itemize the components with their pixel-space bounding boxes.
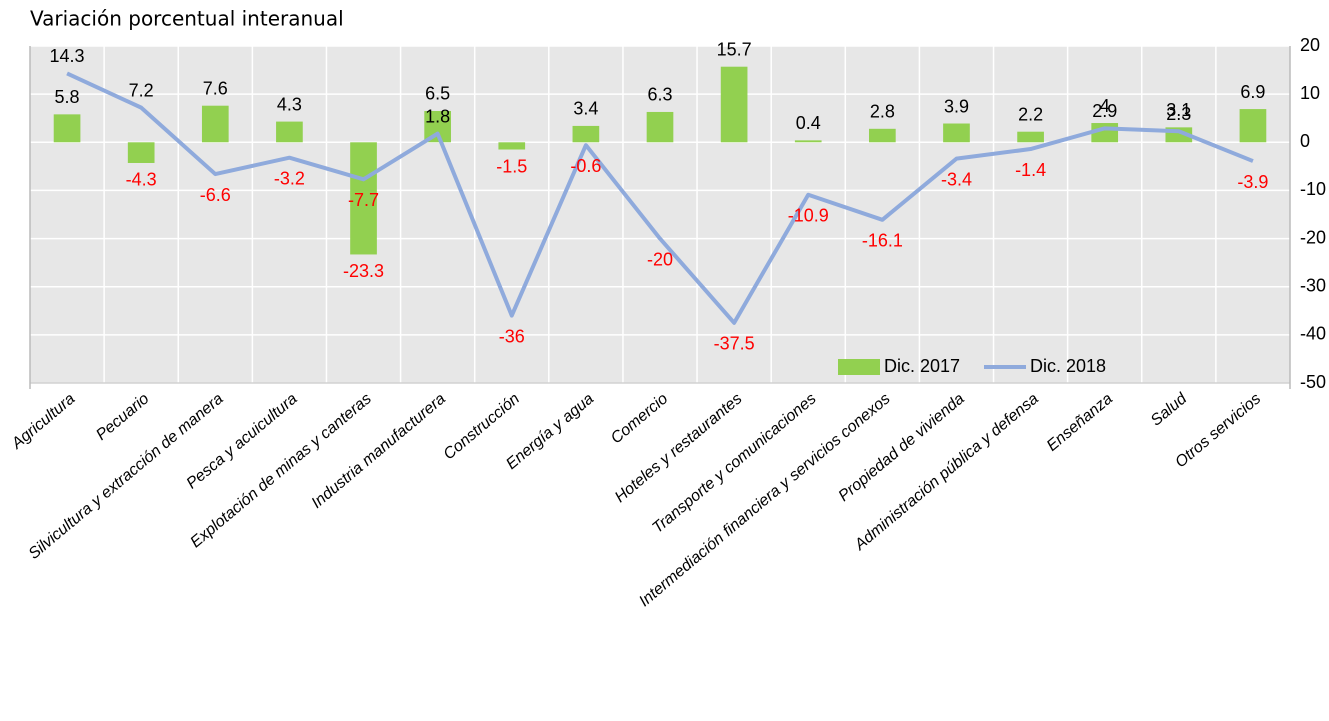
data-label: 2.9 [1092, 101, 1117, 121]
data-label: 1.8 [425, 106, 450, 126]
x-tick-label: Intermediación financiera y servicios co… [636, 390, 894, 610]
y-tick-label: 20 [1300, 35, 1320, 55]
y-tick-label: 10 [1300, 83, 1320, 103]
x-tick-label: Enseñanza [1044, 390, 1116, 455]
data-label: -3.2 [274, 168, 305, 188]
y-tick-label: -30 [1300, 275, 1326, 295]
data-label: -6.6 [200, 185, 231, 205]
chart-title: Variación porcentual interanual [30, 7, 344, 31]
data-label: 2.3 [1166, 104, 1191, 124]
data-label: 7.2 [129, 80, 154, 100]
data-label: 14.3 [50, 46, 85, 66]
bar [1017, 131, 1044, 143]
x-tick-label: Industria manufacturera [309, 390, 449, 512]
y-tick-label: -50 [1300, 372, 1326, 392]
data-label: -10.9 [788, 206, 829, 226]
x-tick-label: Agricultura [8, 390, 78, 453]
data-label: 6.5 [425, 84, 450, 104]
x-tick-label: Propiedad de vivienda [836, 390, 968, 505]
bar [943, 123, 970, 143]
y-tick-label: -20 [1300, 227, 1326, 247]
data-label: -1.5 [496, 156, 527, 176]
data-label: -37.5 [714, 334, 755, 354]
data-label: 3.9 [944, 96, 969, 116]
x-tick-label: Comercio [608, 390, 671, 447]
x-tick-label: Pecuario [93, 390, 152, 444]
bar [646, 111, 674, 143]
data-label: 3.1 [1166, 100, 1191, 120]
y-tick-label: -10 [1300, 179, 1326, 199]
y-tick-label: -40 [1300, 324, 1326, 344]
data-label: 6.3 [647, 85, 672, 105]
bar [572, 125, 600, 143]
x-tick-label: Salud [1148, 390, 1191, 430]
data-label: 2.8 [870, 102, 895, 122]
data-label: -3.9 [1237, 172, 1268, 192]
data-label: 7.6 [203, 78, 228, 98]
bar [276, 121, 303, 143]
data-label: 0.4 [796, 113, 821, 133]
y-tick-label: 0 [1300, 131, 1310, 151]
bar [350, 142, 377, 255]
data-label: 5.8 [55, 87, 80, 107]
data-label: -3.4 [941, 169, 972, 189]
data-label: 3.4 [573, 99, 598, 119]
data-label: -1.4 [1015, 160, 1046, 180]
data-label: -7.7 [348, 190, 379, 210]
plot-background [30, 46, 1290, 383]
legend-label: Dic. 2017 [884, 356, 960, 376]
data-label: -4.3 [126, 170, 157, 190]
bar [1239, 109, 1267, 143]
data-label: 15.7 [717, 39, 752, 59]
bar [794, 140, 822, 143]
bar [53, 114, 81, 143]
bar [201, 105, 229, 143]
data-label: 6.9 [1240, 82, 1265, 102]
bar [498, 142, 526, 150]
legend-label: Dic. 2018 [1030, 356, 1106, 376]
line [66, 71, 1254, 325]
data-label: -16.1 [862, 231, 903, 251]
data-label: 4.3 [277, 94, 302, 114]
x-tick-label: Hoteles y restaurantes [612, 390, 746, 506]
bar [720, 66, 748, 143]
bar [127, 142, 155, 163]
bar [869, 128, 896, 143]
data-label: -36 [499, 326, 525, 346]
data-label: 4 [1100, 96, 1110, 116]
data-label: -0.6 [570, 156, 601, 176]
data-label: -23.3 [343, 261, 384, 281]
legend-swatch [838, 359, 880, 375]
data-label: -20 [647, 249, 673, 269]
data-label: 2.2 [1018, 104, 1043, 124]
